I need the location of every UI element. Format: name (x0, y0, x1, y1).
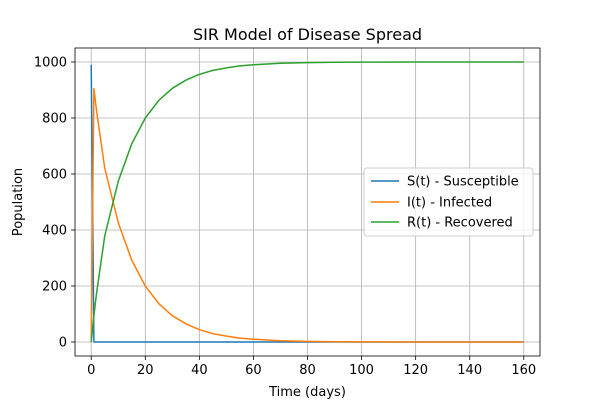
y-tick-label: 1000 (34, 56, 67, 71)
x-tick-label: 100 (349, 363, 374, 378)
legend-label-susceptible: S(t) - Susceptible (407, 175, 519, 190)
y-tick-label: 200 (42, 280, 67, 295)
x-tick-label: 80 (299, 363, 316, 378)
axis-ticks: 0 20 40 60 80 100 120 140 160 0 200 400 600 800 1000 (34, 56, 536, 379)
y-tick-label: 400 (42, 224, 67, 239)
series-line-infected (90, 87, 524, 343)
x-tick-label: 120 (403, 363, 428, 378)
legend-label-infected: I(t) - Infected (407, 196, 492, 211)
y-axis-label: Population (11, 168, 26, 236)
x-tick-label: 160 (511, 363, 536, 378)
legend-frame (363, 167, 534, 237)
x-tick-label: 140 (457, 363, 482, 378)
y-tick-label: 600 (42, 168, 67, 183)
x-tick-label: 0 (87, 363, 95, 378)
series-line-recovered (90, 61, 524, 343)
chart-title: SIR Model of Disease Spread (193, 25, 422, 44)
x-tick-label: 60 (245, 363, 262, 378)
legend: S(t) - Susceptible I(t) - Infected R(t) … (363, 167, 534, 237)
y-tick-label: 800 (42, 112, 67, 127)
x-tick-label: 40 (191, 363, 208, 378)
y-tick-label: 0 (59, 336, 67, 351)
x-tick-label: 20 (137, 363, 154, 378)
x-axis-label: Time (days) (268, 385, 346, 400)
legend-label-recovered: R(t) - Recovered (407, 216, 513, 231)
series-lines (90, 61, 524, 343)
